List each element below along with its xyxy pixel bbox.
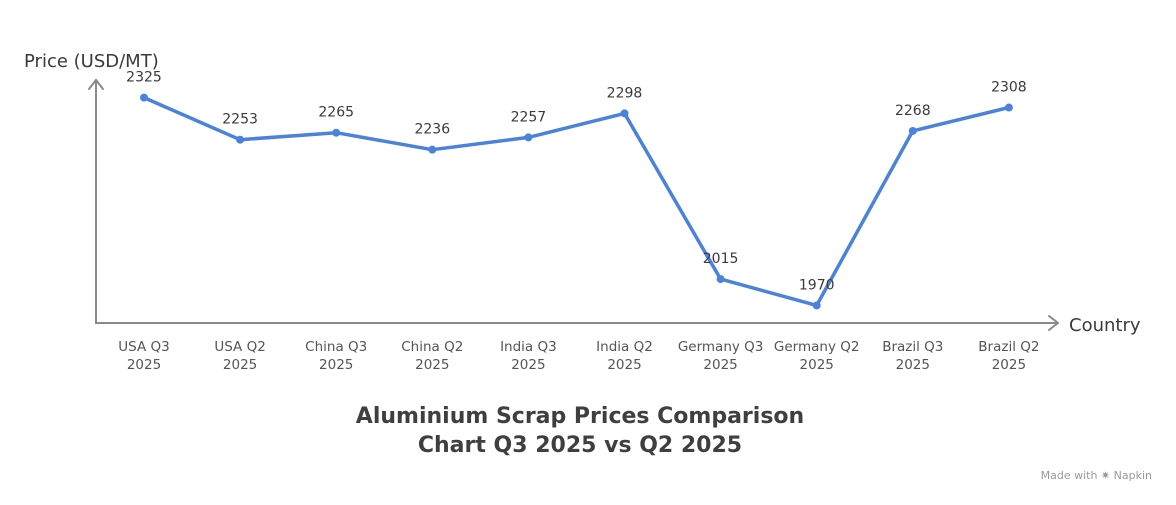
x-tick-label: Germany Q3 2025 [678, 339, 764, 373]
x-tick-labels: USA Q3 2025 USA Q2 2025 China Q3 2025 China Q2… [118, 339, 1039, 373]
data-label: 1970 [799, 277, 835, 293]
chart-title: Aluminium Scrap Prices Comparison Chart … [355, 404, 805, 458]
x-tick-label: China Q2 2025 [401, 339, 463, 373]
x-tick-label: India Q3 2025 [500, 339, 557, 373]
data-label: 2257 [511, 109, 547, 125]
data-label: 2236 [414, 122, 450, 138]
x-tick-label: India Q2 2025 [596, 339, 653, 373]
series-line [142, 95, 1011, 308]
x-tick-label: USA Q3 2025 [118, 339, 169, 373]
data-point[interactable] [236, 135, 245, 144]
x-axis-title: Country [1069, 315, 1141, 336]
x-tick-label: Germany Q2 2025 [774, 339, 860, 373]
data-point[interactable] [332, 128, 341, 137]
y-axis [88, 79, 104, 324]
x-axis [95, 315, 1059, 331]
data-point[interactable] [1004, 103, 1013, 112]
data-point[interactable] [140, 93, 148, 102]
y-axis-title: Price (USD/MT) [24, 51, 159, 72]
data-label: 2308 [991, 80, 1027, 96]
x-tick-label: Brazil Q2 2025 [978, 339, 1039, 373]
data-point[interactable] [716, 275, 725, 284]
data-point[interactable] [428, 145, 437, 154]
data-point[interactable] [812, 301, 821, 310]
series-price [142, 95, 1011, 308]
data-label: 2253 [222, 112, 258, 128]
data-point[interactable] [908, 126, 917, 135]
data-label: 2015 [703, 251, 739, 267]
x-tick-label: USA Q2 2025 [214, 339, 265, 373]
data-points [140, 93, 1013, 310]
data-point[interactable] [524, 133, 533, 142]
data-label: 2298 [607, 85, 643, 101]
watermark-text: Made with ✷ Napkin [1040, 469, 1152, 482]
data-label: 2325 [126, 70, 162, 86]
x-tick-label: Brazil Q3 2025 [882, 339, 943, 373]
data-label: 2265 [318, 105, 354, 121]
x-tick-label: China Q3 2025 [305, 339, 367, 373]
data-point[interactable] [620, 109, 629, 118]
data-labels: 2325 2253 2265 2236 2257 2298 2015 1970 2268 2308 [126, 70, 1027, 294]
data-label: 2268 [895, 103, 931, 119]
